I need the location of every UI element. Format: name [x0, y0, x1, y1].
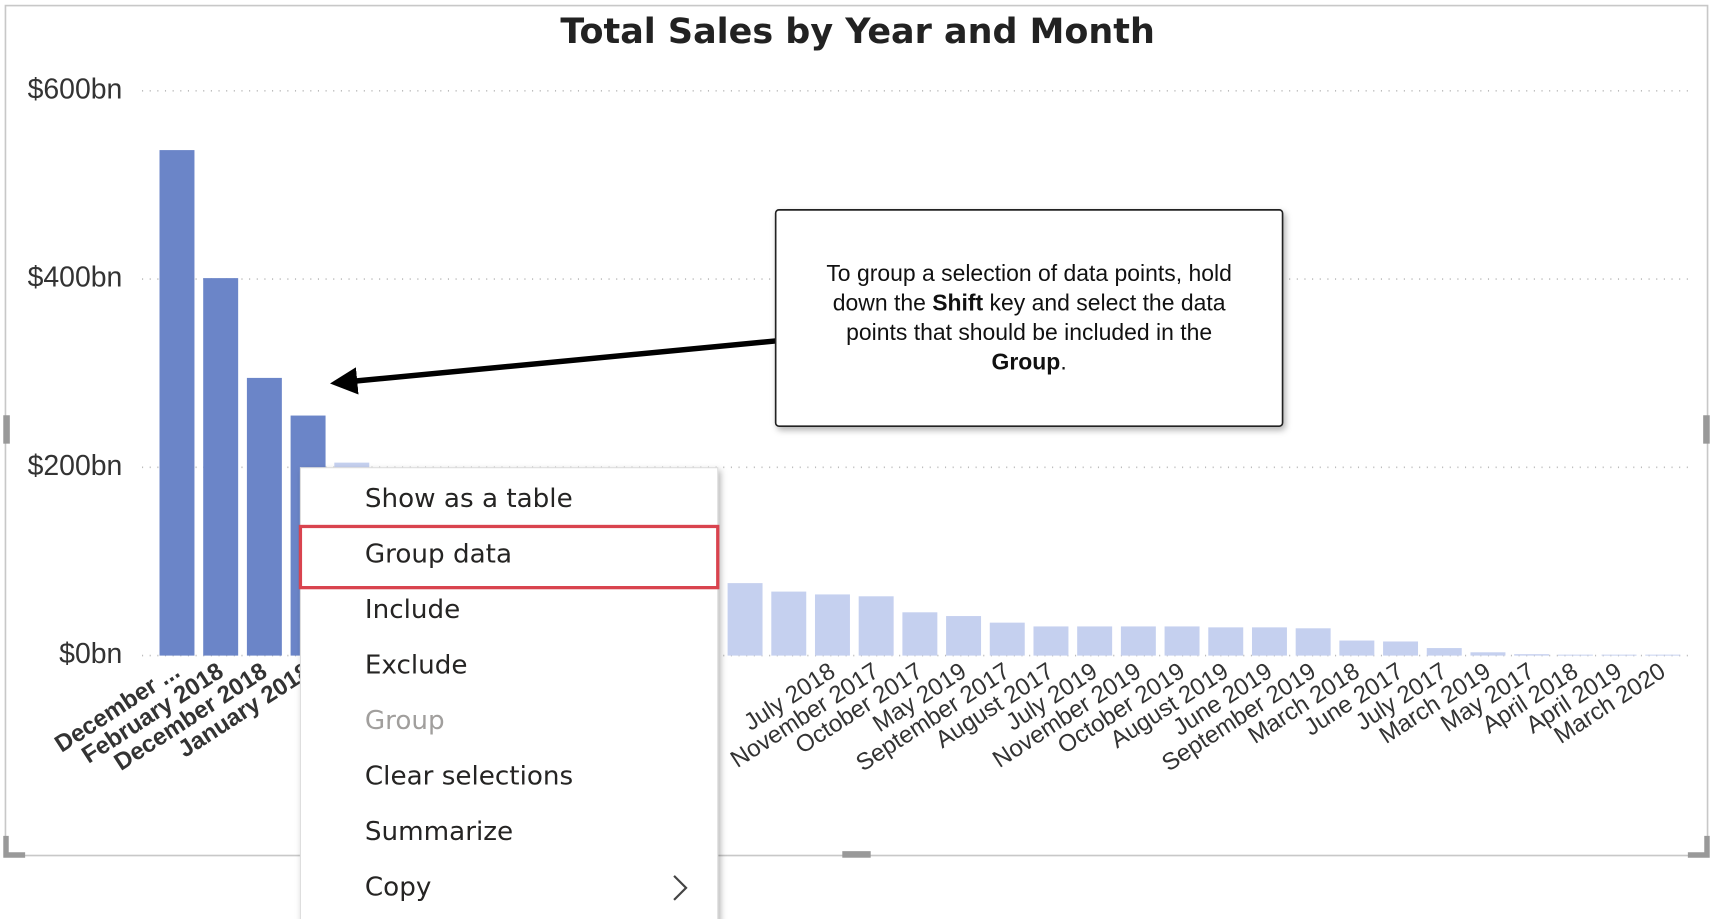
callout-segment: Shift — [932, 289, 983, 315]
bar — [1077, 626, 1113, 656]
callout-box — [774, 209, 1284, 427]
bar — [1426, 648, 1462, 656]
menu-item-highlight — [298, 524, 720, 590]
callout-segment: To group a selection of data points, hol… — [826, 260, 1232, 286]
callout-text: points that should be included in the — [846, 319, 1212, 345]
bar — [989, 622, 1025, 656]
chart-title: Total Sales by Year and Month — [560, 12, 1155, 52]
menu-item[interactable] — [302, 639, 717, 694]
menu-item[interactable] — [302, 861, 717, 916]
bar — [858, 596, 894, 656]
bar — [1164, 626, 1200, 656]
bar — [1514, 654, 1550, 656]
bar — [946, 616, 982, 656]
bar — [1208, 627, 1244, 656]
callout-segment: key and select the data — [983, 289, 1226, 315]
menu-item-label[interactable]: Show as a table — [365, 484, 573, 514]
y-tick-label: $400bn — [28, 262, 123, 294]
callout-text: To group a selection of data points, hol… — [826, 260, 1232, 286]
menu-item-label[interactable]: Clear selections — [365, 761, 573, 791]
context-menu — [299, 467, 719, 919]
bar — [246, 377, 282, 656]
bar — [159, 150, 195, 656]
callout-arrow — [330, 338, 776, 395]
menu-item-label[interactable]: Copy — [365, 872, 431, 902]
bar — [203, 278, 239, 656]
menu-item[interactable] — [302, 583, 717, 638]
submenu-chevron — [673, 875, 688, 901]
bar — [1339, 640, 1375, 656]
y-tick-label: $0bn — [59, 638, 122, 670]
bar — [1645, 654, 1681, 656]
bar — [1251, 627, 1287, 656]
bar — [1557, 654, 1593, 656]
bar — [727, 583, 763, 656]
menu-item-label: Group — [365, 706, 445, 736]
bar — [1295, 628, 1331, 656]
bar — [1470, 652, 1506, 656]
bar — [1601, 654, 1637, 656]
y-tick-label: $200bn — [28, 450, 123, 482]
bar — [1383, 641, 1419, 656]
menu-item — [302, 694, 717, 749]
menu-item-label[interactable]: Include — [365, 595, 460, 625]
callout-segment: . — [1060, 348, 1066, 374]
bar — [814, 594, 850, 656]
menu-item-label[interactable]: Group data — [365, 539, 512, 569]
callout-text: down the Shift key and select the data — [833, 289, 1226, 315]
bar — [1033, 626, 1069, 656]
menu-item-label[interactable]: Exclude — [365, 650, 468, 680]
callout-segment: Group — [992, 348, 1061, 374]
y-tick-label: $600bn — [28, 73, 123, 105]
bar — [902, 612, 938, 656]
callout-segment: points that should be included in the — [846, 319, 1212, 345]
callout-text: Group. — [992, 348, 1067, 374]
bar — [1120, 626, 1156, 656]
callout-segment: down the — [833, 289, 932, 315]
bar — [771, 591, 807, 656]
menu-item-label[interactable]: Summarize — [365, 817, 513, 847]
